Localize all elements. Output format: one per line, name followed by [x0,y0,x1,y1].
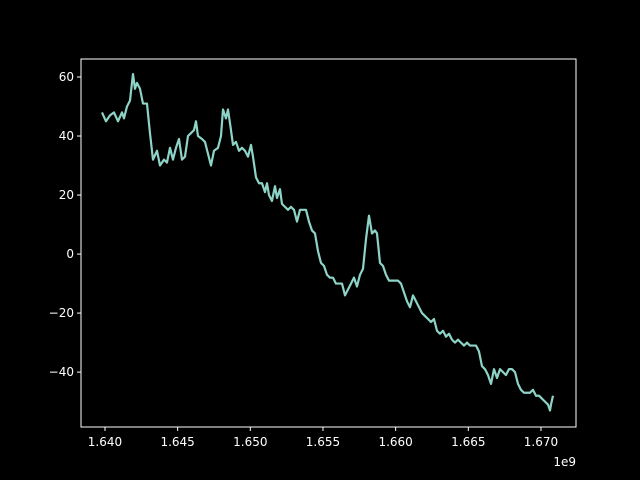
y-tick-label: −40 [49,365,74,379]
y-tick-label: 20 [59,188,74,202]
x-tick-label: 1.665 [451,435,485,449]
y-tick-label: 60 [59,70,74,84]
x-tick-label: 1.645 [160,435,194,449]
axes-frame [80,58,577,428]
x-tick-label: 1.660 [378,435,412,449]
x-tick-label: 1.650 [233,435,267,449]
data-line [100,72,555,412]
x-tick-label: 1.655 [306,435,340,449]
x-tick-label: 1.670 [524,435,558,449]
y-tick-label: 0 [66,247,74,261]
x-tick-label: 1.640 [88,435,122,449]
y-tick-label: 40 [59,129,74,143]
x-offset-label: 1e9 [553,455,576,469]
y-tick-label: −20 [49,306,74,320]
